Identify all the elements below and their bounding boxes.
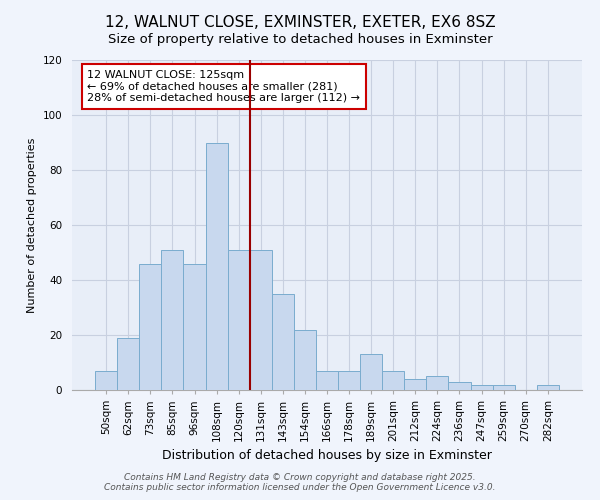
Bar: [227, 250, 250, 390]
Bar: [360, 354, 382, 390]
Text: 12 WALNUT CLOSE: 125sqm
← 69% of detached houses are smaller (281)
28% of semi-d: 12 WALNUT CLOSE: 125sqm ← 69% of detache…: [88, 70, 360, 103]
Bar: [250, 250, 272, 390]
Bar: [294, 330, 316, 390]
Bar: [493, 384, 515, 390]
Bar: [404, 379, 427, 390]
Bar: [382, 371, 404, 390]
Y-axis label: Number of detached properties: Number of detached properties: [27, 138, 37, 312]
Bar: [117, 338, 139, 390]
Bar: [537, 384, 559, 390]
Text: 12, WALNUT CLOSE, EXMINSTER, EXETER, EX6 8SZ: 12, WALNUT CLOSE, EXMINSTER, EXETER, EX6…: [104, 15, 496, 30]
Bar: [427, 376, 448, 390]
Bar: [272, 294, 294, 390]
Bar: [206, 142, 227, 390]
Bar: [95, 371, 117, 390]
Text: Size of property relative to detached houses in Exminster: Size of property relative to detached ho…: [107, 32, 493, 46]
Bar: [338, 371, 360, 390]
X-axis label: Distribution of detached houses by size in Exminster: Distribution of detached houses by size …: [162, 450, 492, 462]
Bar: [316, 371, 338, 390]
Bar: [470, 384, 493, 390]
Bar: [448, 382, 470, 390]
Bar: [184, 264, 206, 390]
Text: Contains HM Land Registry data © Crown copyright and database right 2025.
Contai: Contains HM Land Registry data © Crown c…: [104, 473, 496, 492]
Bar: [161, 250, 184, 390]
Bar: [139, 264, 161, 390]
